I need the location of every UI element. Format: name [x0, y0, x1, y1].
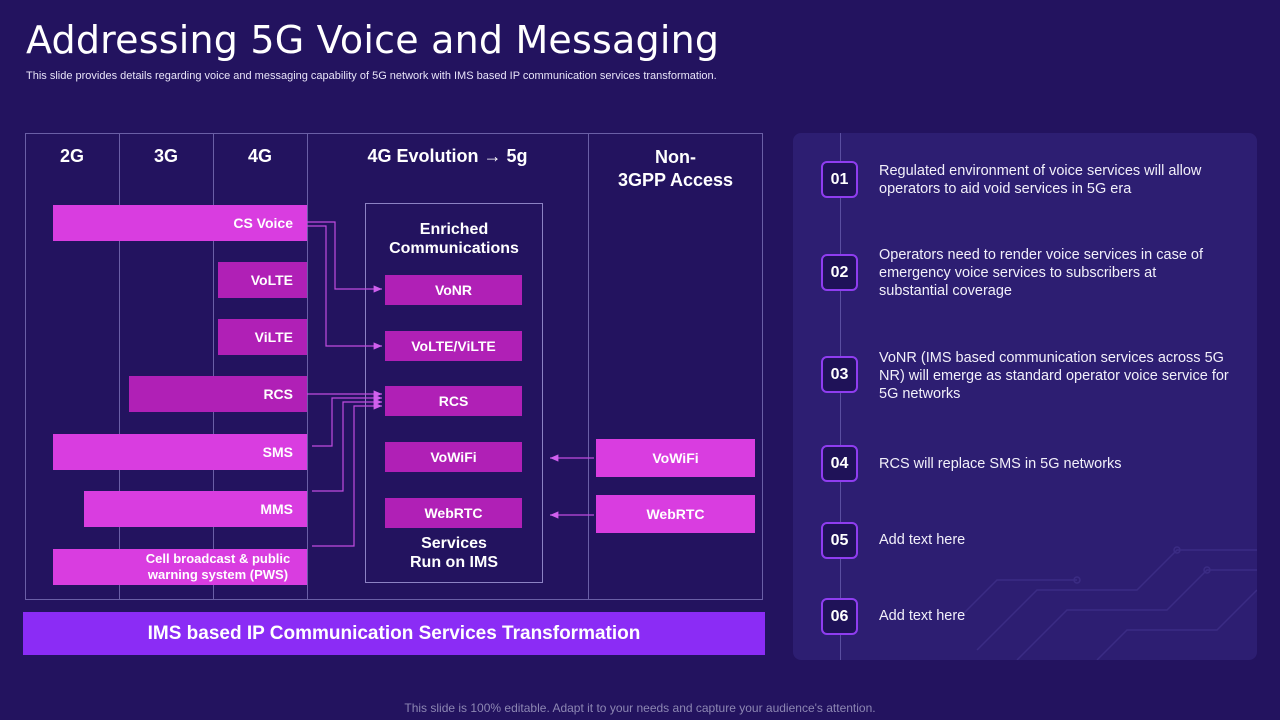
ims-footer-line1: Services [421, 535, 487, 552]
point-number-05: 05 [821, 522, 858, 559]
column-divider [307, 133, 308, 600]
key-points-panel [793, 133, 1257, 660]
ims-footer-line2: Run on IMS [410, 554, 498, 571]
ims-rcs: RCS [385, 386, 522, 416]
evolution-label: 4G Evolution [367, 146, 479, 166]
ims-heading-line1: Enriched [419, 221, 489, 238]
ims-transformation-banner: IMS based IP Communication Services Tran… [23, 612, 765, 655]
ims-heading-line2: Communications [389, 240, 519, 257]
circuit-decoration [957, 546, 1257, 660]
point-text-01: Regulated environment of voice services … [879, 163, 1202, 197]
column-header-3g: 3G [153, 146, 178, 166]
ims-volte-vilte: VoLTE/ViLTE [385, 331, 522, 361]
column-divider [119, 133, 120, 600]
non-3gpp-vowifi: VoWiFi [596, 439, 755, 477]
column-divider [213, 133, 214, 600]
timeline-line [840, 133, 841, 660]
bar-rcs: RCS [129, 376, 307, 412]
non-3gpp-webrtc: WebRTC [596, 495, 755, 533]
column-header-non-3gpp: Non- 3GPP Access [588, 146, 763, 192]
point-number-06: 06 [821, 598, 858, 635]
column-header-4g: 4G [247, 146, 272, 166]
point-text-03: VoNR (IMS based communication services a… [879, 350, 1229, 402]
pws-line2: warning system (PWS) [147, 567, 289, 582]
ims-box-footer: Services Run on IMS [365, 534, 543, 572]
point-text-04: RCS will replace SMS in 5G networks [879, 456, 1122, 472]
page-title: Addressing 5G Voice and Messaging [26, 18, 720, 62]
diagram-frame [25, 133, 763, 600]
footer-note: This slide is 100% editable. Adapt it to… [404, 701, 876, 715]
ims-services-box [365, 203, 543, 583]
ims-webrtc: WebRTC [385, 498, 522, 528]
point-number-02: 02 [821, 254, 858, 291]
bar-vilte: ViLTE [218, 319, 307, 355]
non-3gpp-line2: 3GPP Access [617, 170, 734, 190]
column-header-2g: 2G [59, 146, 84, 166]
pws-line1: Cell broadcast & public [145, 551, 291, 566]
column-header-4g-evolution: 4G Evolution → 5g [307, 146, 588, 167]
point-text-02: Operators need to render voice services … [879, 247, 1203, 299]
non-3gpp-line1: Non- [655, 147, 696, 167]
point-number-03: 03 [821, 356, 858, 393]
ims-vonr: VoNR [385, 275, 522, 305]
bar-volte: VoLTE [218, 262, 307, 298]
right-arrow-icon: → [483, 146, 502, 166]
point-text-06: Add text here [879, 608, 966, 624]
bar-pws: Cell broadcast & public warning system (… [53, 549, 307, 585]
ims-vowifi: VoWiFi [385, 442, 522, 472]
bar-sms: SMS [53, 434, 307, 470]
bar-mms: MMS [84, 491, 307, 527]
evolution-target: 5g [506, 146, 528, 166]
page-subtitle: This slide provides details regarding vo… [26, 70, 717, 82]
ims-box-heading: Enriched Communications [365, 220, 543, 258]
column-divider [588, 133, 589, 600]
point-text-05: Add text here [879, 532, 966, 548]
bar-cs-voice: CS Voice [53, 205, 307, 241]
point-number-04: 04 [821, 445, 858, 482]
point-number-01: 01 [821, 161, 858, 198]
